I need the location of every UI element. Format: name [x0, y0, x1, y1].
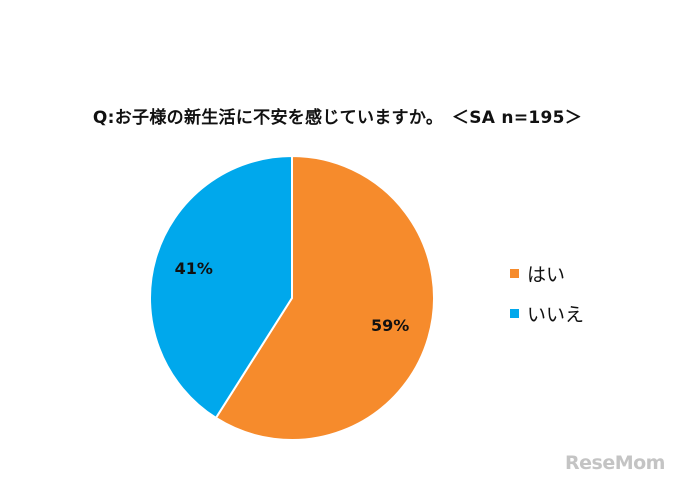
slice-label-no: 41% [175, 259, 213, 278]
legend-label-yes: はい [527, 263, 566, 286]
chart-title: Q:お子様の新生活に不安を感じていますか。 ＜SA n=195＞ [92, 108, 583, 128]
legend-label-no: いいえ [527, 303, 585, 326]
legend-item-no: いいえ [510, 300, 584, 326]
resemom-logo: ReseMom [565, 452, 665, 474]
legend-item-yes: はい [510, 260, 584, 286]
pie-slice-no [149, 154, 293, 420]
slice-label-yes: 59% [371, 316, 409, 335]
pie-slice-yes [214, 154, 435, 441]
legend-swatch-yes [510, 268, 519, 278]
legend-swatch-no [510, 308, 519, 318]
legend: はい いいえ [510, 260, 584, 340]
